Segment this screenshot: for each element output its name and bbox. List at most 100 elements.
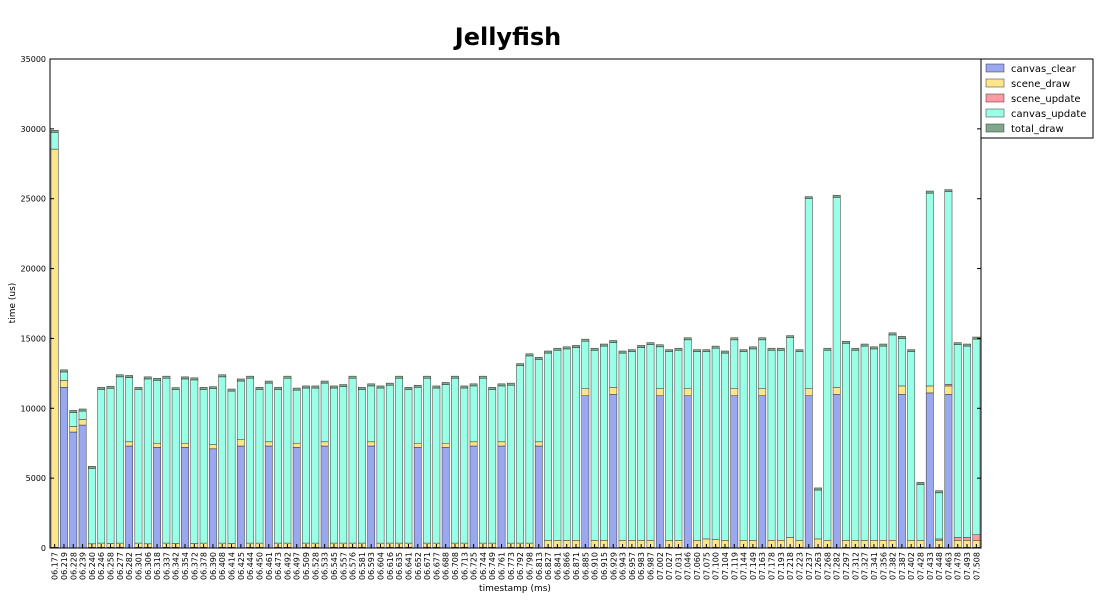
x-tick-label-98: 07.493 <box>963 552 972 580</box>
legend-label-total_draw: total_draw <box>1011 124 1064 135</box>
x-tick-label-47: 06.749 <box>488 552 497 580</box>
bar-canvas_update-69 <box>693 351 701 541</box>
x-tick-label-71: 07.100 <box>712 552 721 580</box>
bar-canvas_update-67 <box>674 350 683 541</box>
bar-total_draw-46 <box>479 375 487 379</box>
bar-total_draw-27 <box>302 385 310 389</box>
x-tick-label-80: 07.223 <box>795 552 804 580</box>
bar-canvas_clear-2 <box>69 431 78 549</box>
bar-total_draw-14 <box>181 376 189 380</box>
x-tick-label-78: 07.193 <box>777 552 786 580</box>
bar-canvas_update-55 <box>562 348 571 541</box>
x-tick-label-41: 06.677 <box>432 552 441 580</box>
x-tick-label-68: 07.046 <box>684 552 693 580</box>
x-tick-label-64: 06.987 <box>647 552 656 580</box>
bar-canvas_update-90 <box>888 334 897 541</box>
bar-total_draw-54 <box>553 347 562 351</box>
x-tick-label-50: 06.792 <box>516 552 525 580</box>
bar-canvas_update-96 <box>944 191 953 385</box>
bar-total_draw-63 <box>637 345 646 348</box>
x-tick-label-66: 07.027 <box>665 552 674 580</box>
x-tick-label-7: 06.277 <box>116 552 125 580</box>
x-tick-label-34: 06.593 <box>367 552 376 580</box>
bar-scene_draw-96 <box>944 385 953 395</box>
x-tick-label-10: 06.306 <box>144 552 153 580</box>
bar-total_draw-38 <box>404 387 413 390</box>
bar-canvas_clear-11 <box>153 447 161 549</box>
x-tick-label-95: 07.448 <box>935 552 944 580</box>
x-tick-label-67: 07.031 <box>674 552 683 580</box>
bar-total_draw-79 <box>786 335 795 338</box>
x-tick-label-59: 06.915 <box>600 552 609 580</box>
x-tick-label-90: 07.382 <box>889 552 898 580</box>
bar-canvas_update-85 <box>842 343 850 541</box>
bar-total_draw-94 <box>925 190 934 194</box>
bar-canvas_update-43 <box>451 378 459 544</box>
legend-label-canvas_clear: canvas_clear <box>1011 64 1077 75</box>
bar-canvas_clear-20 <box>236 445 245 549</box>
bar-scene_draw-11 <box>153 442 161 448</box>
x-tick-label-25: 06.492 <box>283 552 292 580</box>
bar-canvas_update-14 <box>181 378 189 444</box>
bar-canvas_update-56 <box>572 347 580 541</box>
bar-scene_draw-65 <box>655 388 664 396</box>
bar-canvas_clear-3 <box>78 424 87 549</box>
bar-total_draw-36 <box>385 382 394 386</box>
bar-canvas_update-0 <box>50 132 59 150</box>
x-tick-label-99: 07.508 <box>972 552 981 580</box>
legend-label-scene_draw: scene_draw <box>1011 79 1070 90</box>
x-tick-label-24: 06.473 <box>274 552 283 580</box>
bar-canvas_update-17 <box>209 388 217 445</box>
bar-canvas_clear-96 <box>944 394 953 549</box>
bar-total_draw-56 <box>572 345 580 348</box>
bar-canvas_update-72 <box>721 352 729 541</box>
bar-total_draw-70 <box>702 349 711 352</box>
bar-canvas_update-89 <box>879 345 888 541</box>
x-tick-label-31: 06.557 <box>339 552 348 580</box>
bar-total_draw-58 <box>590 347 599 351</box>
bar-total_draw-74 <box>739 349 748 352</box>
legend-swatch-canvas_update <box>985 108 1005 118</box>
x-tick-label-70: 07.075 <box>702 552 711 580</box>
x-tick-label-33: 06.581 <box>358 552 367 580</box>
x-tick-label-56: 06.871 <box>572 552 581 580</box>
legend-swatch-total_draw <box>985 123 1005 133</box>
bar-total_draw-43 <box>451 375 459 379</box>
bar-canvas_update-74 <box>739 351 748 541</box>
bar-canvas_update-5 <box>97 389 106 544</box>
bar-canvas_update-73 <box>730 339 739 389</box>
bar-canvas_clear-34 <box>367 445 376 549</box>
bar-total_draw-18 <box>218 374 227 378</box>
bar-canvas_clear-48 <box>497 445 506 549</box>
bar-canvas_update-28 <box>311 387 320 544</box>
bar-scene_draw-14 <box>181 442 189 448</box>
bar-total_draw-26 <box>292 387 301 391</box>
x-tick-label-5: 06.246 <box>97 552 106 580</box>
bar-canvas_update-63 <box>637 347 646 541</box>
bar-canvas_update-33 <box>358 389 366 544</box>
bar-scene_update-97 <box>953 537 962 541</box>
bar-canvas_clear-65 <box>655 395 664 549</box>
bar-total_draw-29 <box>320 380 329 384</box>
x-tick-label-15: 06.372 <box>190 552 199 580</box>
bar-canvas_update-91 <box>897 338 906 387</box>
legend-swatch-scene_draw <box>985 78 1005 88</box>
bar-canvas_update-99 <box>972 338 981 535</box>
bar-total_draw-76 <box>758 337 767 341</box>
bar-total_draw-71 <box>711 345 720 349</box>
bar-canvas_clear-29 <box>320 445 329 549</box>
bar-total_draw-25 <box>283 375 292 379</box>
bar-total_draw-10 <box>143 376 152 380</box>
x-tick-label-89: 07.356 <box>879 552 888 580</box>
bar-total_draw-39 <box>413 384 422 388</box>
x-tick-label-13: 06.342 <box>172 552 181 580</box>
bar-total_draw-44 <box>460 385 469 389</box>
bar-total_draw-57 <box>581 338 590 342</box>
x-tick-label-97: 07.478 <box>954 552 963 580</box>
x-tick-label-6: 06.258 <box>107 552 116 580</box>
bar-canvas_update-47 <box>488 389 497 544</box>
x-tick-label-87: 07.327 <box>861 552 870 580</box>
x-tick-label-16: 06.378 <box>200 552 209 580</box>
bar-total_draw-73 <box>730 337 739 341</box>
x-tick-label-49: 06.773 <box>507 552 516 580</box>
